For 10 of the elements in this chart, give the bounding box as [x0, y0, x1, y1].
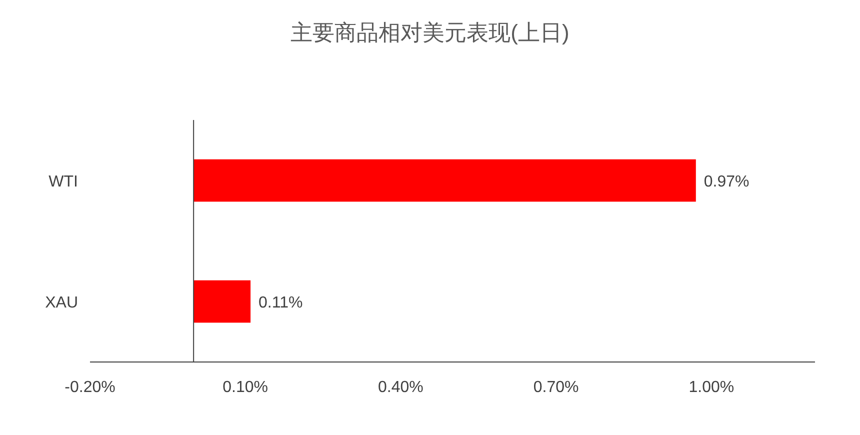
x-tick-label: 1.00%	[688, 379, 734, 396]
x-tick-label: 0.40%	[378, 379, 424, 396]
data-label: 0.97%	[704, 174, 750, 190]
x-tick-label: 0.70%	[533, 379, 579, 396]
data-label: 0.11%	[258, 294, 303, 312]
x-tick-label: -0.20%	[64, 379, 116, 396]
y-tick-label: XAU	[45, 294, 78, 312]
x-tick-label: 0.10%	[222, 379, 268, 396]
chart-title: 主要商品相对美元表现(上日)	[290, 20, 570, 45]
y-tick-label: WTI	[48, 174, 78, 190]
